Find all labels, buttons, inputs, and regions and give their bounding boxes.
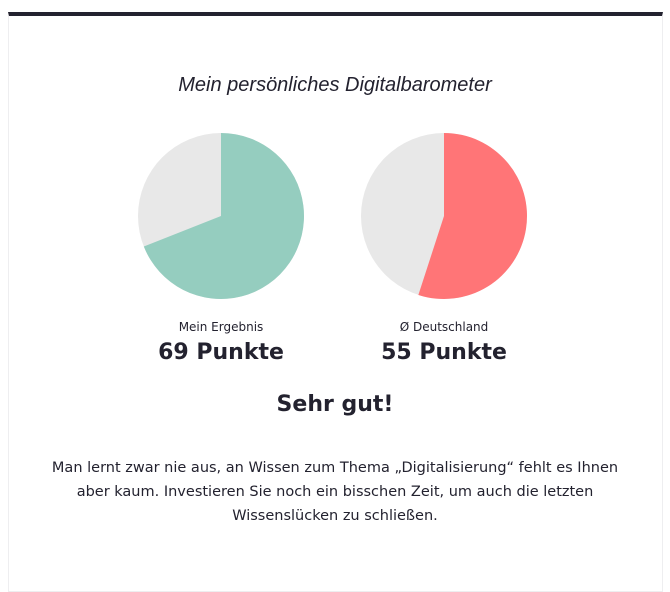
pie-chart-germany-average: [361, 133, 527, 299]
page-title: Mein persönliches Digitalbarometer: [178, 74, 492, 96]
verdict-heading: Sehr gut!: [276, 392, 394, 417]
result-card: [8, 12, 663, 592]
result-description: Man lernt zwar nie aus, an Wissen zum Th…: [51, 460, 619, 524]
pie-slice-value: [143, 133, 304, 299]
pie-slice-value: [418, 133, 527, 299]
germany-average-label: Ø Deutschland: [399, 320, 489, 334]
my-result-label: Mein Ergebnis: [178, 320, 264, 334]
germany-average-score: 55 Punkte: [381, 340, 507, 365]
pie-chart-my-result: [138, 133, 304, 299]
my-result-score: 69 Punkte: [158, 340, 284, 365]
